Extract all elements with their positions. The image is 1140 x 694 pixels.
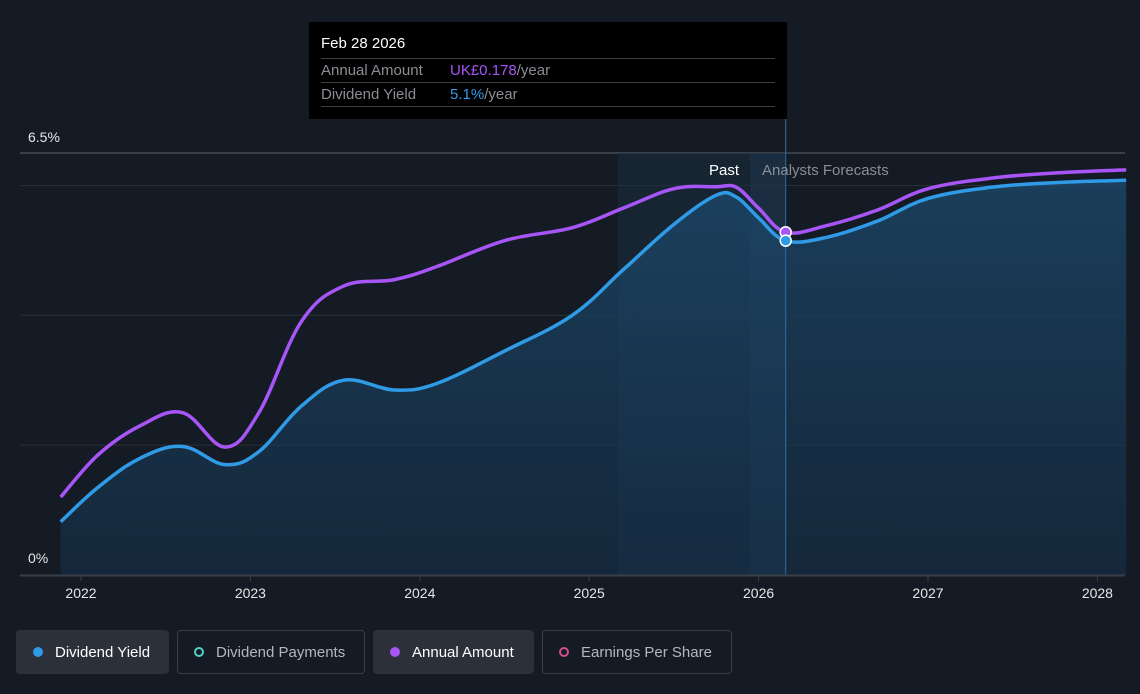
x-tick-label: 2025 [574, 585, 605, 601]
hollow-circle-icon [559, 647, 569, 657]
legend-dividend-yield[interactable]: Dividend Yield [16, 630, 169, 674]
tooltip-row-annual-amount: Annual Amount UK£0.178 /year [321, 58, 775, 82]
x-tick-label: 2028 [1082, 585, 1113, 601]
chart-legend: Dividend Yield Dividend Payments Annual … [16, 630, 732, 674]
legend-label: Dividend Payments [216, 643, 346, 661]
tooltip-date: Feb 28 2026 [321, 35, 406, 52]
tooltip-value: UK£0.178 [450, 62, 517, 79]
tooltip-row-dividend-yield: Dividend Yield 5.1% /year [321, 82, 775, 107]
x-tick-label: 2026 [743, 585, 774, 601]
tooltip-suffix: /year [516, 62, 551, 79]
x-tick-label: 2027 [912, 585, 943, 601]
legend-dividend-payments[interactable]: Dividend Payments [177, 630, 365, 674]
legend-label: Dividend Yield [55, 643, 151, 661]
tooltip-value: 5.1% [450, 86, 485, 103]
legend-label: Annual Amount [412, 643, 514, 661]
filled-dot-icon [33, 647, 43, 657]
x-tick-label: 2024 [404, 585, 435, 601]
past-region-label: Past [709, 162, 740, 179]
legend-earnings-per-share[interactable]: Earnings Per Share [542, 630, 732, 674]
hollow-circle-icon [194, 647, 204, 657]
legend-annual-amount[interactable]: Annual Amount [373, 630, 534, 674]
dividend-yield-area [60, 180, 1127, 575]
x-axis: 2022 2023 2024 2025 2026 2027 2028 [20, 574, 1125, 601]
tooltip-suffix: /year [484, 86, 518, 103]
tooltip-label: Annual Amount [321, 62, 423, 79]
y-tick-label-bottom: 0% [28, 550, 48, 566]
filled-dot-icon [390, 647, 400, 657]
x-tick-label: 2022 [65, 585, 96, 601]
x-tick-label: 2023 [235, 585, 266, 601]
tooltip-label: Dividend Yield [321, 86, 417, 103]
forecast-region-label: Analysts Forecasts [762, 162, 889, 179]
y-tick-label-top: 6.5% [28, 129, 60, 145]
chart-tooltip: Feb 28 2026 Annual Amount UK£0.178 /year… [309, 22, 787, 119]
dividend-yield-line [59, 178, 1127, 524]
legend-label: Earnings Per Share [581, 643, 712, 661]
annual-amount-line [59, 168, 1127, 499]
dividend-yield-marker[interactable] [779, 234, 792, 247]
